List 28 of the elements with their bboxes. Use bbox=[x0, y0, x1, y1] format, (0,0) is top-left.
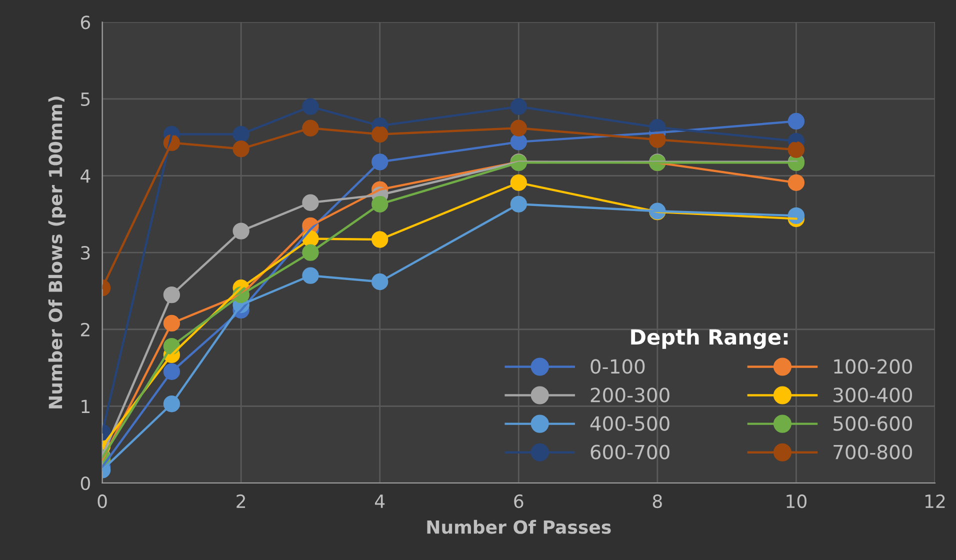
y-tick-label: 1 bbox=[82, 400, 90, 414]
legend-label: 0-100 bbox=[590, 359, 645, 374]
legend-label: 700-800 bbox=[834, 444, 912, 460]
legend-title: Depth Range: bbox=[631, 328, 788, 350]
y-tick-label: 3 bbox=[81, 246, 90, 260]
x-tick-label: 8 bbox=[652, 494, 662, 508]
legend-label: 600-700 bbox=[590, 444, 670, 460]
legend-label: 100-200 bbox=[834, 359, 912, 374]
y-tick-label: 2 bbox=[81, 322, 90, 336]
x-tick-label: 0 bbox=[98, 494, 107, 508]
legend-label: 400-500 bbox=[590, 416, 670, 431]
legend-label: 500-600 bbox=[834, 416, 912, 431]
point bbox=[788, 141, 805, 158]
point bbox=[788, 112, 805, 130]
x-axis-title: Number Of Passes bbox=[427, 520, 611, 534]
x-tick-label: 12 bbox=[925, 494, 945, 508]
y-tick-label: 4 bbox=[80, 169, 90, 183]
x-tick-label: 6 bbox=[514, 494, 524, 508]
y-tick-label: 5 bbox=[81, 92, 90, 106]
x-tick-label: 2 bbox=[236, 494, 246, 508]
y-tick-label: 6 bbox=[80, 16, 90, 30]
y-tick-label: 0 bbox=[80, 476, 90, 490]
x-tick-label: 10 bbox=[786, 494, 806, 508]
y-axis-title: Number Of Blows (per 100mm) bbox=[48, 96, 66, 408]
x-tick-label: 4 bbox=[374, 494, 385, 508]
point bbox=[788, 174, 805, 191]
legend-label: 200-300 bbox=[590, 388, 670, 402]
legend-label: 300-400 bbox=[834, 388, 912, 402]
